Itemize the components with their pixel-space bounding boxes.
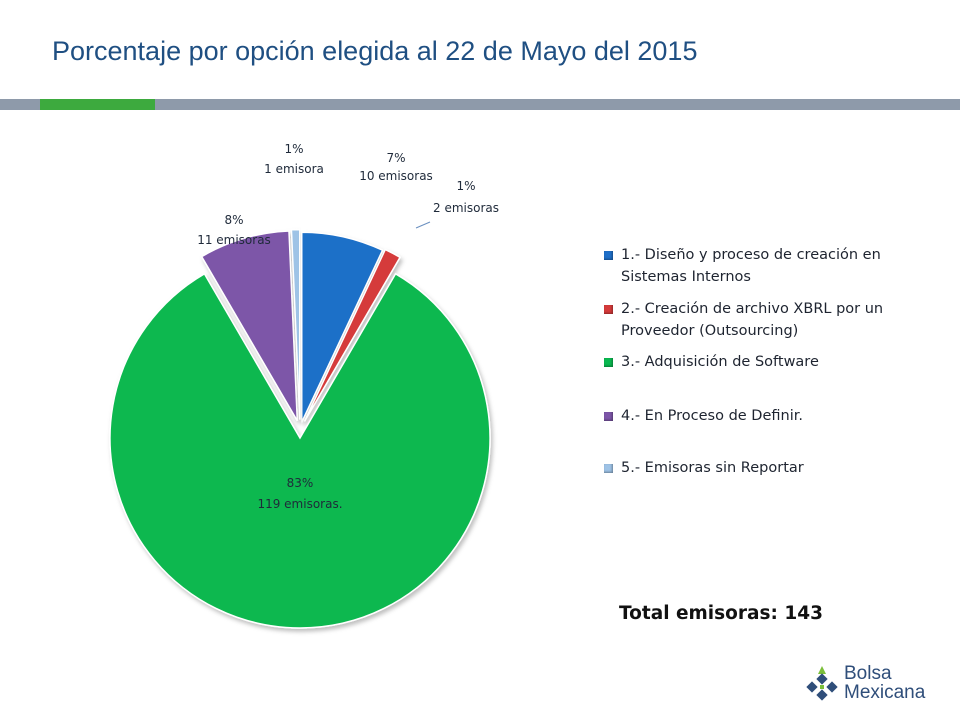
slice-percent-label: 7%: [386, 151, 405, 165]
slice-count-label: 11 emisoras: [197, 233, 271, 247]
slice-count-label: 119 emisoras.: [257, 497, 342, 511]
slice-count-label: 2 emisoras: [433, 201, 499, 215]
pie-slice: [109, 272, 491, 629]
slice-percent-label: 83%: [287, 476, 314, 490]
title-divider: [0, 99, 960, 110]
legend-swatch: [604, 251, 613, 260]
legend-item: 4.- En Proceso de Definir.: [604, 405, 891, 427]
total-emisoras: Total emisoras: 143: [619, 603, 823, 624]
legend-item: 3.- Adquisición de Software: [604, 351, 891, 373]
leader-line: [415, 221, 431, 229]
pie-slice: [290, 228, 301, 420]
pie-slice: [300, 231, 384, 423]
slide-title: Porcentaje por opción elegida al 22 de M…: [52, 36, 698, 66]
legend-label: 2.- Creación de archivo XBRL por un Prov…: [621, 301, 884, 339]
bolsa-mexicana-logo: Bolsa Mexicana: [802, 660, 942, 708]
logo-mark-icon: [806, 666, 838, 701]
legend-item: 1.- Diseño y proceso de creación en Sist…: [604, 244, 891, 288]
pie-slice: [200, 230, 299, 422]
slice-count-label: 1 emisora: [264, 162, 324, 176]
slice-percent-label: 8%: [224, 213, 243, 227]
logo-text: Bolsa Mexicana: [844, 664, 925, 702]
slice-count-label: 10 emisoras: [359, 169, 433, 183]
legend-label: 4.- En Proceso de Definir.: [621, 408, 803, 424]
legend-swatch: [604, 358, 613, 367]
slice-percent-label: 1%: [456, 179, 475, 193]
legend-swatch: [604, 305, 613, 314]
legend-label: 3.- Adquisición de Software: [621, 354, 819, 370]
logo-text-line2: Mexicana: [844, 682, 926, 703]
legend-swatch: [604, 412, 613, 421]
legend-item: 5.- Emisoras sin Reportar: [604, 457, 891, 479]
logo-text-line1: Bolsa: [844, 663, 892, 684]
title-divider-accent: [40, 99, 155, 110]
pie-slice: [303, 248, 402, 422]
legend-label: 1.- Diseño y proceso de creación en Sist…: [621, 247, 881, 285]
legend-label: 5.- Emisoras sin Reportar: [621, 460, 804, 476]
legend-item: 2.- Creación de archivo XBRL por un Prov…: [604, 298, 891, 342]
legend-swatch: [604, 464, 613, 473]
slice-percent-label: 1%: [284, 142, 303, 156]
